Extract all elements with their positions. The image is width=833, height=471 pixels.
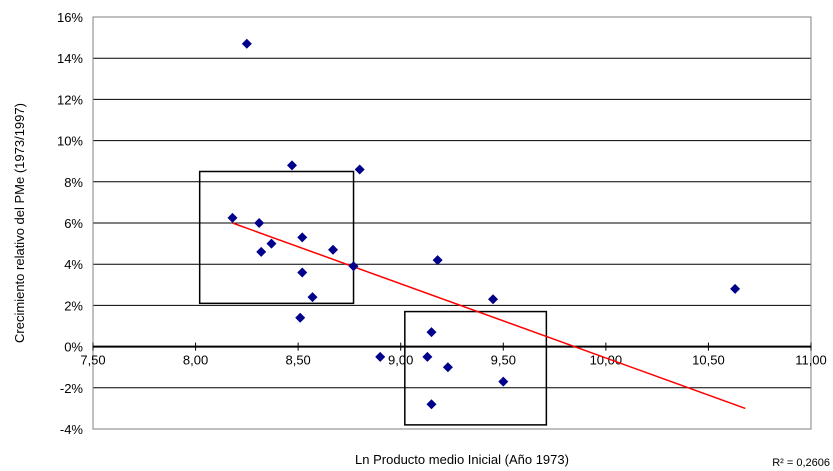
y-tick-label: 0%: [64, 340, 83, 355]
y-tick-label: 2%: [64, 298, 83, 313]
data-point: [266, 238, 277, 249]
x-tick-labels: 7,50 8,00 8,50 9,00 9,50 10,00 10,50 11,00: [80, 353, 826, 368]
data-point: [498, 376, 509, 387]
data-point: [256, 246, 267, 257]
data-point: [241, 38, 252, 49]
y-tick-label: 4%: [64, 257, 83, 272]
data-point: [227, 212, 238, 223]
data-point: [297, 267, 308, 278]
data-point: [442, 362, 453, 373]
data-point: [328, 244, 339, 255]
y-tick-label: 10%: [57, 134, 83, 149]
data-point: [730, 283, 741, 294]
data-point: [297, 232, 308, 243]
y-tick-label: -4%: [60, 422, 84, 437]
x-tick-label: 9,50: [491, 353, 516, 368]
x-tick-label: 10,50: [692, 353, 725, 368]
data-point: [354, 164, 365, 175]
x-axis: [92, 342, 812, 351]
data-point: [426, 399, 437, 410]
x-tick-label: 7,50: [80, 353, 105, 368]
trend-line: [232, 222, 746, 410]
data-point: [254, 218, 265, 228]
data-point: [295, 312, 306, 323]
y-tick-label: 16%: [57, 10, 83, 25]
data-point: [307, 292, 318, 303]
r-squared-label: R² = 0,2606: [772, 457, 830, 469]
data-point: [286, 160, 297, 171]
data-point: [488, 294, 499, 305]
x-tick-label: 10,00: [590, 353, 623, 368]
y-tick-label: 8%: [64, 175, 83, 190]
data-point: [422, 351, 433, 362]
x-tick-label: 11,00: [795, 353, 827, 368]
x-tick-label: 8,50: [285, 353, 310, 368]
data-point: [375, 351, 386, 362]
data-point: [348, 261, 359, 272]
x-axis-title: Ln Producto medio Inicial (Año 1973): [355, 452, 569, 467]
y-tick-label: -2%: [60, 381, 84, 396]
data-point: [426, 327, 437, 338]
y-tick-label: 12%: [57, 92, 83, 107]
y-axis-title: Crecimiento relativo del PMe (1973/1997): [12, 103, 27, 343]
y-tick-labels: -4% -2% 0% 2% 4% 6% 8% 10% 12% 14% 16%: [57, 10, 83, 437]
y-tick-label: 14%: [57, 51, 83, 66]
x-tick-label: 9,00: [388, 353, 413, 368]
data-points: [227, 38, 741, 410]
y-tick-label: 6%: [64, 216, 83, 231]
highlight-box: [198, 170, 355, 305]
x-tick-label: 8,00: [183, 353, 208, 368]
data-point: [432, 255, 443, 266]
plot-area-border: [92, 16, 812, 430]
